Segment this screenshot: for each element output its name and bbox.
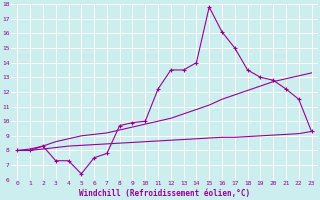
X-axis label: Windchill (Refroidissement éolien,°C): Windchill (Refroidissement éolien,°C) <box>79 189 250 198</box>
